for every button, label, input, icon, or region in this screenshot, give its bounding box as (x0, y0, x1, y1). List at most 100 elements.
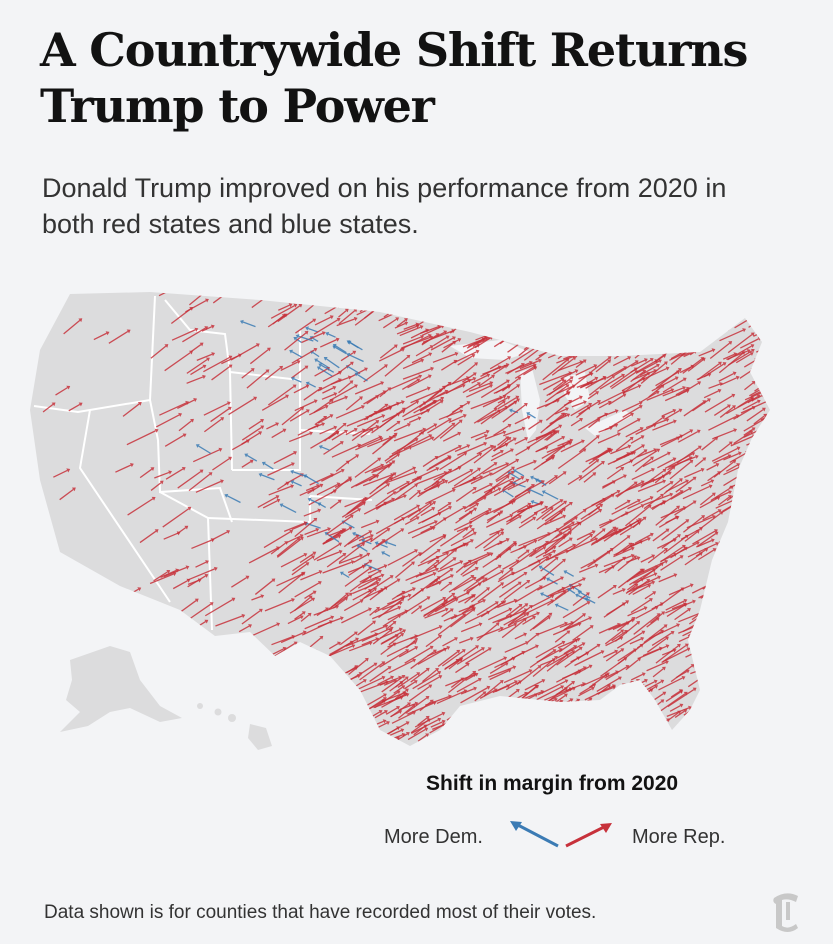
rep-shift-arrow (556, 648, 581, 666)
rep-arrowhead (564, 621, 568, 626)
rep-arrowhead (744, 285, 748, 289)
rep-shift-arrow (719, 722, 735, 734)
rep-arrowhead (231, 287, 235, 291)
rep-arrowhead (591, 299, 596, 304)
rep-arrowhead (299, 534, 304, 539)
rep-shift-arrow (349, 576, 370, 592)
rep-shift-arrow (614, 501, 629, 510)
rep-arrowhead (643, 606, 648, 611)
rep-shift-arrow (652, 339, 673, 353)
rep-arrowhead (701, 515, 705, 519)
rep-shift-arrow (378, 349, 403, 362)
rep-shift-arrow (627, 497, 651, 510)
rep-shift-arrow (455, 711, 480, 731)
rep-arrowhead (375, 637, 380, 642)
rep-shift-arrow (754, 320, 764, 329)
rep-shift-arrow (360, 681, 387, 693)
rep-arrowhead (644, 678, 648, 683)
rep-arrowhead (696, 347, 701, 352)
rep-shift-arrow (354, 459, 379, 478)
rep-arrowhead (741, 351, 746, 356)
rep-shift-arrow (576, 329, 595, 339)
rep-shift-arrow (501, 573, 526, 589)
rep-arrowhead (678, 408, 683, 413)
rep-shift-arrow (771, 417, 788, 430)
rep-shift-arrow (155, 723, 174, 738)
rep-shift-arrow (622, 406, 641, 418)
rep-arrowhead (521, 426, 526, 431)
rep-arrowhead (664, 636, 669, 641)
rep-arrowhead (726, 404, 731, 409)
rep-shift-arrow (626, 582, 653, 593)
rep-arrowhead (614, 409, 619, 414)
rep-shift-arrow (546, 276, 567, 291)
rep-arrowhead (680, 587, 685, 592)
rep-shift-arrow (378, 299, 389, 307)
rep-shift-arrow (605, 704, 620, 715)
rep-shift-arrow (293, 385, 307, 394)
rep-shift-arrow (764, 565, 770, 581)
rep-arrowhead (348, 526, 353, 531)
rep-arrowhead (413, 297, 417, 302)
rep-shift-arrow (723, 628, 736, 637)
dem-shift-arrow (319, 503, 327, 509)
rep-arrowhead (653, 679, 658, 684)
rep-shift-arrow (303, 510, 319, 517)
rep-arrowhead (515, 559, 520, 564)
rep-arrowhead (733, 590, 738, 595)
rep-arrowhead (736, 446, 741, 451)
rep-shift-arrow (475, 435, 486, 441)
rep-shift-arrow (458, 605, 473, 613)
rep-arrowhead (568, 399, 573, 404)
rep-arrowhead (429, 345, 434, 350)
rep-arrowhead (269, 677, 274, 683)
rep-arrowhead (188, 729, 193, 734)
rep-arrowhead (651, 297, 656, 302)
rep-arrowhead (443, 470, 448, 476)
rep-arrowhead (788, 378, 792, 382)
rep-shift-arrow (769, 348, 770, 357)
rep-arrowhead (525, 549, 530, 554)
rep-arrowhead (274, 723, 279, 728)
rep-shift-arrow (481, 702, 500, 715)
dem-arrowhead (307, 497, 312, 502)
rep-shift-arrow (212, 458, 230, 471)
rep-arrowhead (412, 587, 416, 592)
rep-arrowhead (594, 537, 599, 542)
rep-shift-arrow (360, 429, 372, 438)
rep-arrowhead (551, 454, 556, 459)
rep-shift-arrow (636, 360, 656, 373)
rep-arrowhead (452, 336, 456, 341)
rep-shift-arrow (466, 305, 478, 314)
rep-arrowhead (757, 304, 762, 308)
rep-shift-arrow (773, 539, 784, 547)
rep-arrowhead (622, 556, 627, 561)
rep-arrowhead (285, 481, 290, 486)
rep-shift-arrow (524, 680, 543, 691)
rep-arrowhead (516, 398, 520, 403)
rep-shift-arrow (725, 464, 738, 472)
rep-arrowhead (791, 727, 795, 731)
rep-shift-arrow (669, 342, 682, 352)
rep-shift-arrow (516, 461, 535, 470)
rep-shift-arrow (289, 598, 313, 614)
rep-shift-arrow (295, 651, 315, 665)
rep-arrowhead (509, 568, 514, 572)
rep-shift-arrow (739, 369, 753, 379)
rep-arrowhead (782, 395, 786, 399)
rep-arrowhead (516, 722, 521, 727)
rep-shift-arrow (599, 375, 623, 390)
rep-arrowhead (395, 310, 400, 315)
rep-shift-arrow (304, 529, 317, 536)
rep-shift-arrow (575, 365, 595, 376)
rep-arrowhead (715, 732, 720, 737)
rep-arrowhead (679, 490, 684, 494)
rep-shift-arrow (746, 635, 770, 651)
rep-shift-arrow (655, 645, 679, 664)
rep-arrowhead (572, 543, 576, 548)
rep-arrowhead (790, 563, 794, 567)
rep-arrowhead (571, 681, 575, 685)
rep-shift-arrow (755, 728, 770, 743)
rep-shift-arrow (507, 613, 528, 627)
rep-arrowhead (676, 643, 681, 648)
